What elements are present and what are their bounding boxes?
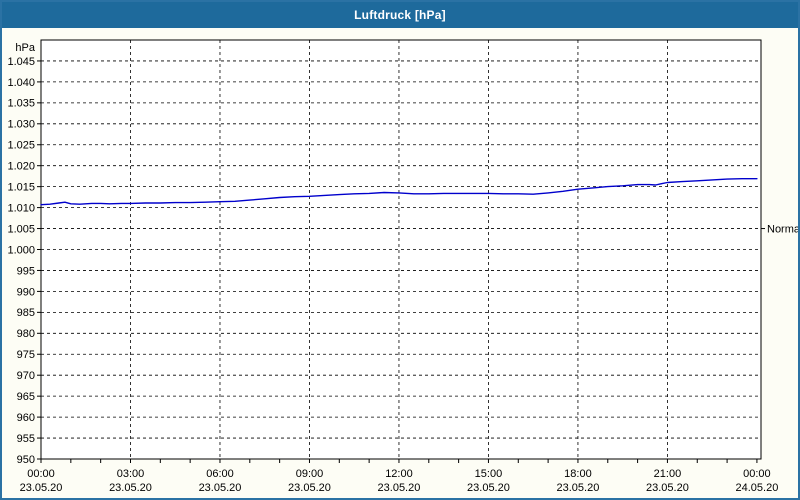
y-tick-label: 1.030 (7, 119, 35, 131)
y-tick-label: 960 (17, 412, 35, 424)
x-tick-date-label: 23.05.20 (20, 482, 63, 494)
window-title: Luftdruck [hPa] (354, 8, 446, 22)
data-line (40, 177, 758, 206)
x-tick-time-label: 21:00 (654, 468, 682, 480)
x-tick-date-label: 24.05.20 (736, 482, 779, 494)
x-tick-time-label: 09:00 (296, 468, 324, 480)
y-tick-label: 1.045 (7, 56, 35, 68)
y-tick-label: 985 (17, 307, 35, 319)
x-tick-time-label: 03:00 (117, 468, 145, 480)
y-tick-label: 990 (17, 286, 35, 298)
y-tick-label: 995 (17, 265, 35, 277)
y-tick-label: 1.010 (7, 202, 35, 214)
y-tick-label: 1.005 (7, 223, 35, 235)
x-tick-date-label: 23.05.20 (467, 482, 510, 494)
title-bar[interactable]: Luftdruck [hPa] (2, 2, 798, 28)
y-tick-label: 1.035 (7, 98, 35, 110)
normal-marker-label: Normal (767, 223, 798, 235)
x-tick-date-label: 23.05.20 (557, 482, 600, 494)
y-tick-label: 1.025 (7, 140, 35, 152)
y-tick-label: 970 (17, 370, 35, 382)
y-tick-label: 965 (17, 391, 35, 403)
y-tick-label: 975 (17, 349, 35, 361)
y-tick-label: 950 (17, 454, 35, 466)
pressure-chart: 950 955 960 965 970 975 980 985 990 995 1.000 1.005… (7, 39, 798, 494)
y-tick-label: 1.000 (7, 244, 35, 256)
x-tick-date-label: 23.05.20 (646, 482, 689, 494)
y-tick-label: 980 (17, 328, 35, 340)
x-tick-time-label: 15:00 (475, 468, 503, 480)
x-tick-time-label: 12:00 (385, 468, 413, 480)
y-tick-label: 1.020 (7, 161, 35, 173)
y-tick-label: 1.015 (7, 182, 35, 194)
x-tick-time-label: 06:00 (206, 468, 234, 480)
x-tick-time-label: 00:00 (27, 468, 55, 480)
y-axis-unit-label: hPa (15, 42, 35, 54)
y-tick-label: 955 (17, 433, 35, 445)
x-tick-date-label: 23.05.20 (378, 482, 421, 494)
x-tick-time-label: 00:00 (743, 468, 771, 480)
x-tick-date-label: 23.05.20 (288, 482, 331, 494)
x-tick-time-label: 18:00 (564, 468, 592, 480)
x-tick-date-label: 23.05.20 (199, 482, 242, 494)
y-tick-label: 1.040 (7, 77, 35, 89)
x-tick-date-label: 23.05.20 (109, 482, 152, 494)
